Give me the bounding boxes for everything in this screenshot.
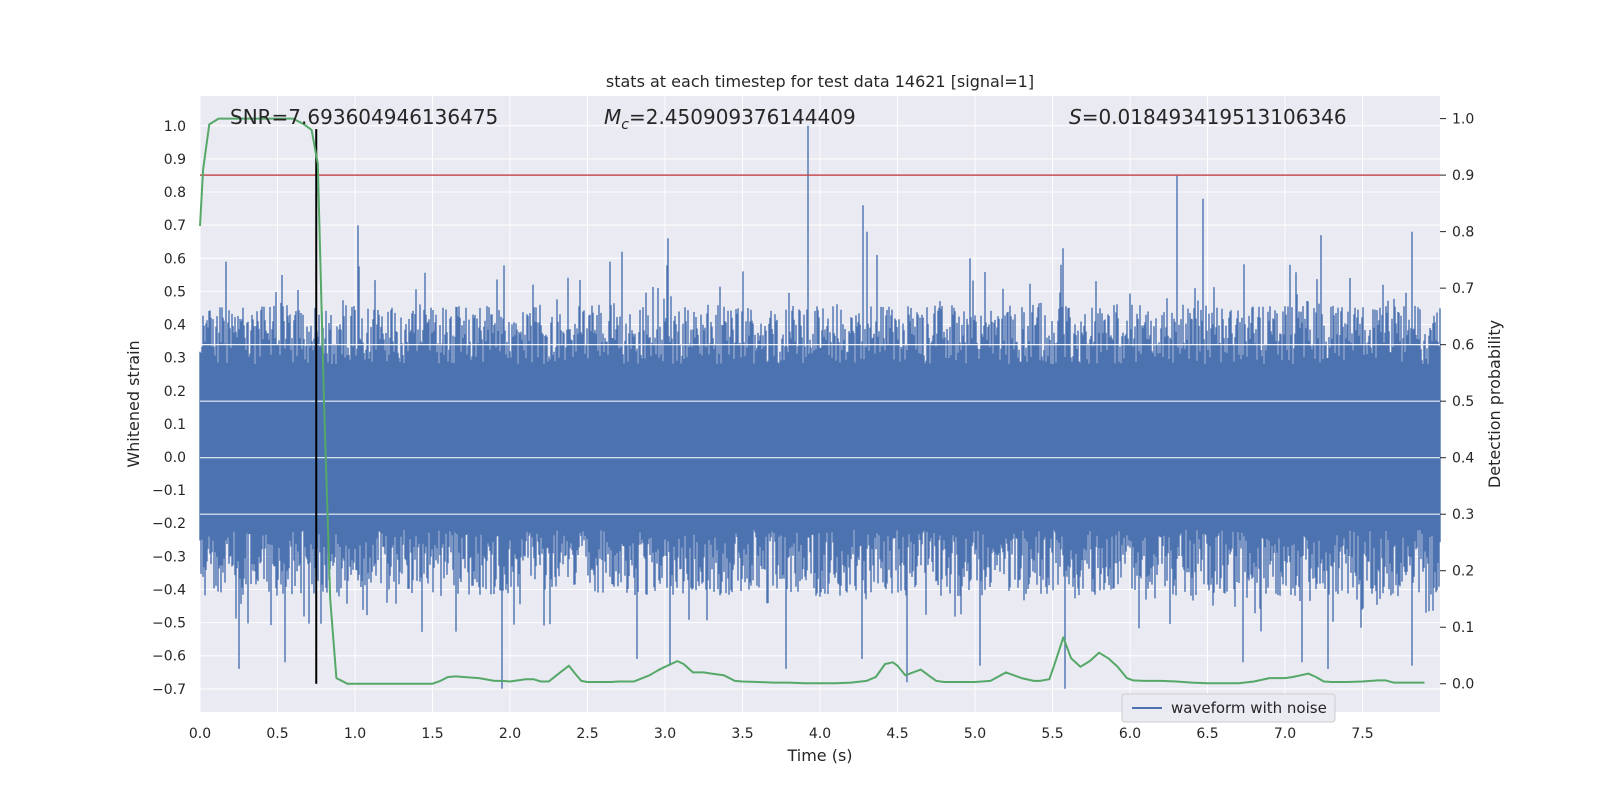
x-tick-label: 4.0: [809, 726, 831, 742]
y2-tick-label: 1.0: [1452, 112, 1474, 128]
y-ticks: 1.0 0.9 0.8 0.7 0.6 0.5 0.4 0.3 0.2 0.1 0.0 −0.1 −0.…: [152, 119, 186, 698]
x-axis-label: Time (s): [786, 746, 852, 765]
legend: waveform with noise: [1121, 693, 1336, 723]
x-tick-label: 0.5: [266, 726, 288, 742]
x-tick-label: 7.0: [1274, 726, 1296, 742]
y-tick-label: 0.5: [164, 284, 186, 300]
y-tick-label: −0.5: [152, 616, 186, 632]
x-tick-label: 5.0: [964, 726, 986, 742]
y-tick-label: 0.9: [164, 152, 186, 168]
legend-label: waveform with noise: [1171, 699, 1327, 717]
y-tick-label: 0.6: [164, 251, 186, 267]
x-tick-label: 4.5: [886, 726, 908, 742]
y2-tick-label: 0.0: [1452, 677, 1474, 693]
s-annotation: S=0.018493419513106346: [1069, 105, 1347, 129]
y-tick-label: −0.6: [152, 649, 186, 665]
x-tick-label: 3.0: [654, 726, 676, 742]
y-tick-label: 0.3: [164, 351, 186, 367]
y-tick-label: 0.7: [164, 218, 186, 234]
mc-value: =2.450909376144409: [629, 105, 856, 129]
x-tick-label: 1.0: [344, 726, 366, 742]
y-tick-label: 0.0: [164, 450, 186, 466]
y-tick-label: 0.4: [164, 318, 186, 334]
y-tick-label: 0.1: [164, 417, 186, 433]
x-ticks: 0.0 0.5 1.0 1.5 2.0 2.5 3.0 3.5 4.0 4.5 5.0 5.5 6.0 6…: [189, 726, 1374, 742]
y-tick-label: 1.0: [164, 119, 186, 135]
y2-tick-label: 0.1: [1452, 620, 1474, 636]
chirp-mass-annotation: Mc=2.450909376144409: [604, 105, 856, 133]
y2-tick-label: 0.7: [1452, 281, 1474, 297]
y-tick-label: 0.2: [164, 384, 186, 400]
y2-ticks: 1.0 0.9 0.8 0.7 0.6 0.5 0.4 0.3 0.2 0.1 0.0: [1440, 112, 1474, 693]
y2-tick-label: 0.3: [1452, 507, 1474, 523]
x-tick-label: 6.0: [1119, 726, 1141, 742]
y2-axis-label: Detection probability: [1485, 320, 1504, 488]
s-symbol: S: [1069, 105, 1082, 129]
overlays: [199, 117, 1440, 685]
y-tick-label: 0.8: [164, 185, 186, 201]
y2-tick-label: 0.2: [1452, 564, 1474, 580]
y-tick-label: −0.2: [152, 516, 186, 532]
mc-symbol: M: [604, 105, 621, 129]
x-tick-label: 2.0: [499, 726, 521, 742]
x-tick-label: 5.5: [1041, 726, 1063, 742]
x-tick-label: 7.5: [1351, 726, 1373, 742]
probability-line: [199, 117, 1425, 685]
y-tick-label: −0.4: [152, 582, 186, 598]
x-tick-label: 2.5: [576, 726, 598, 742]
s-value: =0.018493419513106346: [1082, 105, 1347, 129]
y2-tick-label: 0.6: [1452, 338, 1474, 354]
noise-waveform: [199, 125, 1441, 689]
x-tick-label: 1.5: [421, 726, 443, 742]
x-tick-label: 0.0: [189, 726, 211, 742]
y-tick-label: −0.1: [152, 483, 186, 499]
legend-box: [1121, 693, 1336, 723]
noise-series: [199, 125, 1441, 689]
y-tick-label: −0.7: [152, 682, 186, 698]
y2-tick-label: 0.5: [1452, 394, 1474, 410]
x-tick-label: 6.5: [1196, 726, 1218, 742]
y-axis-label: Whitened strain: [124, 340, 143, 467]
chart-title: stats at each timestep for test data 146…: [606, 72, 1034, 91]
y2-tick-label: 0.9: [1452, 168, 1474, 184]
y-tick-label: −0.3: [152, 549, 186, 565]
mc-subscript: c: [621, 117, 629, 133]
x-tick-label: 3.5: [731, 726, 753, 742]
y2-tick-label: 0.4: [1452, 451, 1474, 467]
snr-annotation: SNR=7.693604946136475: [230, 105, 498, 129]
y2-tick-label: 0.8: [1452, 225, 1474, 241]
